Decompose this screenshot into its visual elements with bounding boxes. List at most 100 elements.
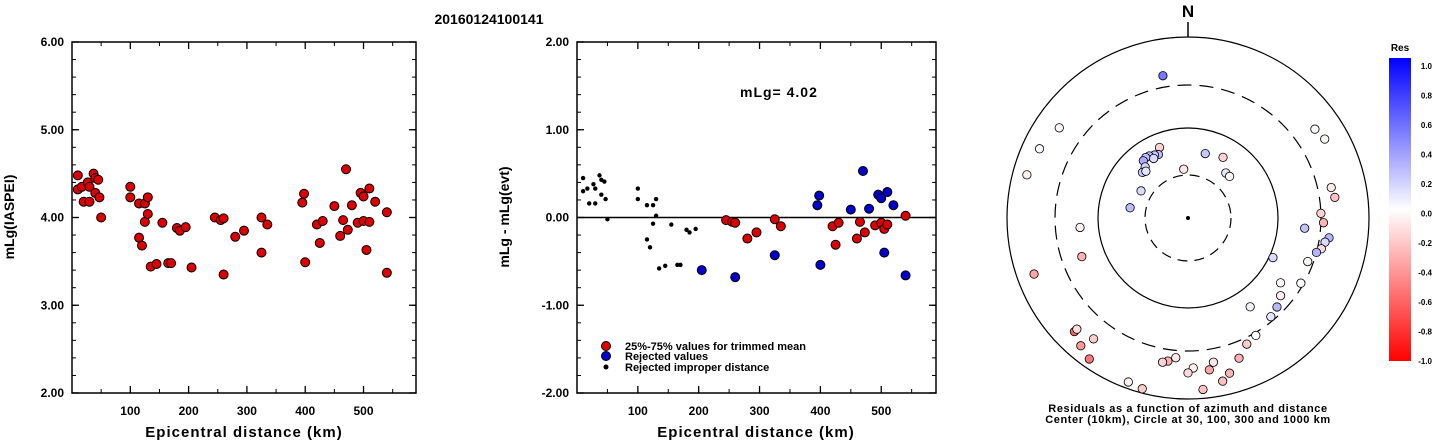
colorbar-tick-label: 0.4 bbox=[1421, 151, 1433, 160]
station-point bbox=[1149, 153, 1159, 164]
residual-legend: 25%-75% values for trimmed mean Rejected… bbox=[601, 341, 806, 374]
magnitude-point bbox=[314, 237, 325, 248]
colorbar-scale bbox=[1389, 58, 1411, 361]
station-residual-points bbox=[1022, 71, 1340, 395]
residual-point bbox=[833, 217, 844, 228]
residual-point bbox=[586, 201, 592, 206]
station-point bbox=[1141, 166, 1151, 176]
residual-ytick-label: 0.00 bbox=[546, 211, 570, 225]
residual-point bbox=[864, 203, 875, 214]
colorbar-tick-label: 0.0 bbox=[1421, 210, 1433, 219]
magnitude-point bbox=[364, 216, 375, 227]
colorbar-tick-label: -0.6 bbox=[1418, 298, 1432, 307]
magnitude-point bbox=[297, 197, 308, 208]
station-point bbox=[1300, 223, 1310, 233]
station-point bbox=[1275, 278, 1286, 288]
residual-point bbox=[830, 239, 841, 250]
residual-colorbar: Res 1.0 0.8 0.6 0.4 0.2 0.0 -0.2 -0.4 -0.6 -0.8 -1… bbox=[1389, 43, 1433, 366]
station-point bbox=[1318, 218, 1329, 228]
station-point bbox=[1088, 334, 1099, 344]
residual-point bbox=[650, 221, 656, 226]
magnitude-point bbox=[142, 208, 153, 219]
station-point bbox=[1029, 269, 1039, 279]
magnitude-ytick-label: 6.00 bbox=[41, 35, 65, 49]
magnitude-point bbox=[346, 200, 357, 211]
magnitude-point bbox=[256, 212, 267, 223]
station-point bbox=[1330, 192, 1340, 202]
magnitude-xlabel: Epicentral distance (km) bbox=[145, 424, 342, 441]
magnitude-point bbox=[300, 257, 311, 268]
magnitude-point bbox=[186, 262, 197, 273]
station-point bbox=[1198, 384, 1208, 395]
colorbar-tick-label: 1.0 bbox=[1421, 62, 1433, 71]
polar-caption-line2: Center (10km), Circle at 30, 100, 300 an… bbox=[1045, 414, 1331, 426]
station-point bbox=[1320, 134, 1330, 144]
magnitude-point bbox=[125, 181, 136, 192]
residual-point bbox=[605, 217, 610, 222]
station-point bbox=[1022, 170, 1032, 180]
station-point bbox=[1072, 324, 1082, 334]
magnitude-ytick-label: 3.00 bbox=[41, 298, 65, 312]
station-point bbox=[1242, 339, 1252, 349]
station-point bbox=[1326, 182, 1336, 193]
station-point bbox=[1224, 171, 1235, 182]
residual-point bbox=[675, 262, 680, 268]
colorbar-tick-label: 0.8 bbox=[1421, 92, 1433, 101]
residual-point bbox=[882, 187, 893, 198]
residual-point bbox=[599, 192, 604, 197]
magnitude-point bbox=[358, 191, 369, 202]
residual-point bbox=[585, 186, 590, 191]
residual-point bbox=[678, 262, 683, 268]
station-point bbox=[1054, 123, 1064, 133]
residual-point bbox=[859, 227, 870, 238]
magnitude-point bbox=[157, 217, 168, 228]
magnitude-point bbox=[341, 164, 352, 175]
colorbar-ticks: 1.0 0.8 0.6 0.4 0.2 0.0 -0.2 -0.4 -0.6 -0.8 -1.0 bbox=[1418, 62, 1432, 366]
residual-point bbox=[882, 219, 893, 230]
residual-ytick-label: 1.00 bbox=[546, 123, 570, 137]
residual-ytick-label: -2.00 bbox=[542, 386, 570, 400]
magnitude-xtick-label: 300 bbox=[237, 404, 257, 418]
residual-point bbox=[696, 265, 707, 276]
residual-point bbox=[669, 222, 674, 227]
station-point bbox=[1075, 222, 1085, 233]
residual-point bbox=[580, 188, 586, 194]
magnitude-point bbox=[151, 259, 162, 270]
residual-point bbox=[597, 173, 602, 178]
ring-300km bbox=[1054, 84, 1322, 352]
magnitude-point bbox=[299, 188, 310, 199]
residual-point bbox=[635, 186, 641, 191]
magnitude-point bbox=[84, 196, 95, 207]
residual-point bbox=[602, 179, 607, 184]
magnitude-point bbox=[72, 170, 83, 181]
magnitude-point bbox=[361, 244, 372, 255]
magnitude-axes: 100 200 300 400 500 2.00 3.00 4.00 5.00 6.00 bbox=[41, 35, 416, 418]
polar-caption-line1: Residuals as a function of azimuth and d… bbox=[1048, 403, 1327, 415]
station-point bbox=[1218, 152, 1228, 162]
residual-point bbox=[656, 266, 662, 271]
legend-label-rejected: Rejected values bbox=[625, 351, 708, 363]
colorbar-tick-label: 0.6 bbox=[1421, 121, 1433, 130]
legend-marker-rejected bbox=[601, 351, 611, 361]
station-point bbox=[1125, 203, 1135, 213]
magnitude-xtick-label: 100 bbox=[120, 404, 140, 418]
mean-magnitude-annotation: mLg= 4.02 bbox=[740, 84, 818, 100]
residual-point bbox=[650, 203, 656, 208]
residual-axes: 100 200 300 400 500 -2.00 -1.00 0.00 1.00 2.00 bbox=[542, 35, 936, 418]
station-point bbox=[1316, 208, 1326, 218]
residual-xtick-label: 200 bbox=[689, 404, 709, 418]
residual-point bbox=[644, 203, 650, 208]
station-point bbox=[1218, 376, 1228, 386]
residual-point bbox=[730, 217, 741, 228]
residual-ytick-label: -1.00 bbox=[542, 298, 570, 312]
residual-point bbox=[687, 230, 692, 235]
colorbar-title: Res bbox=[1391, 43, 1410, 54]
residual-xlabel: Epicentral distance (km) bbox=[657, 424, 854, 441]
magnitude-points bbox=[72, 164, 392, 280]
station-point bbox=[1245, 302, 1255, 312]
station-point bbox=[1275, 291, 1286, 301]
magnitude-xtick-label: 500 bbox=[354, 404, 374, 418]
legend-label-improper: Rejected improper distance bbox=[625, 362, 769, 374]
residual-point bbox=[647, 245, 653, 250]
